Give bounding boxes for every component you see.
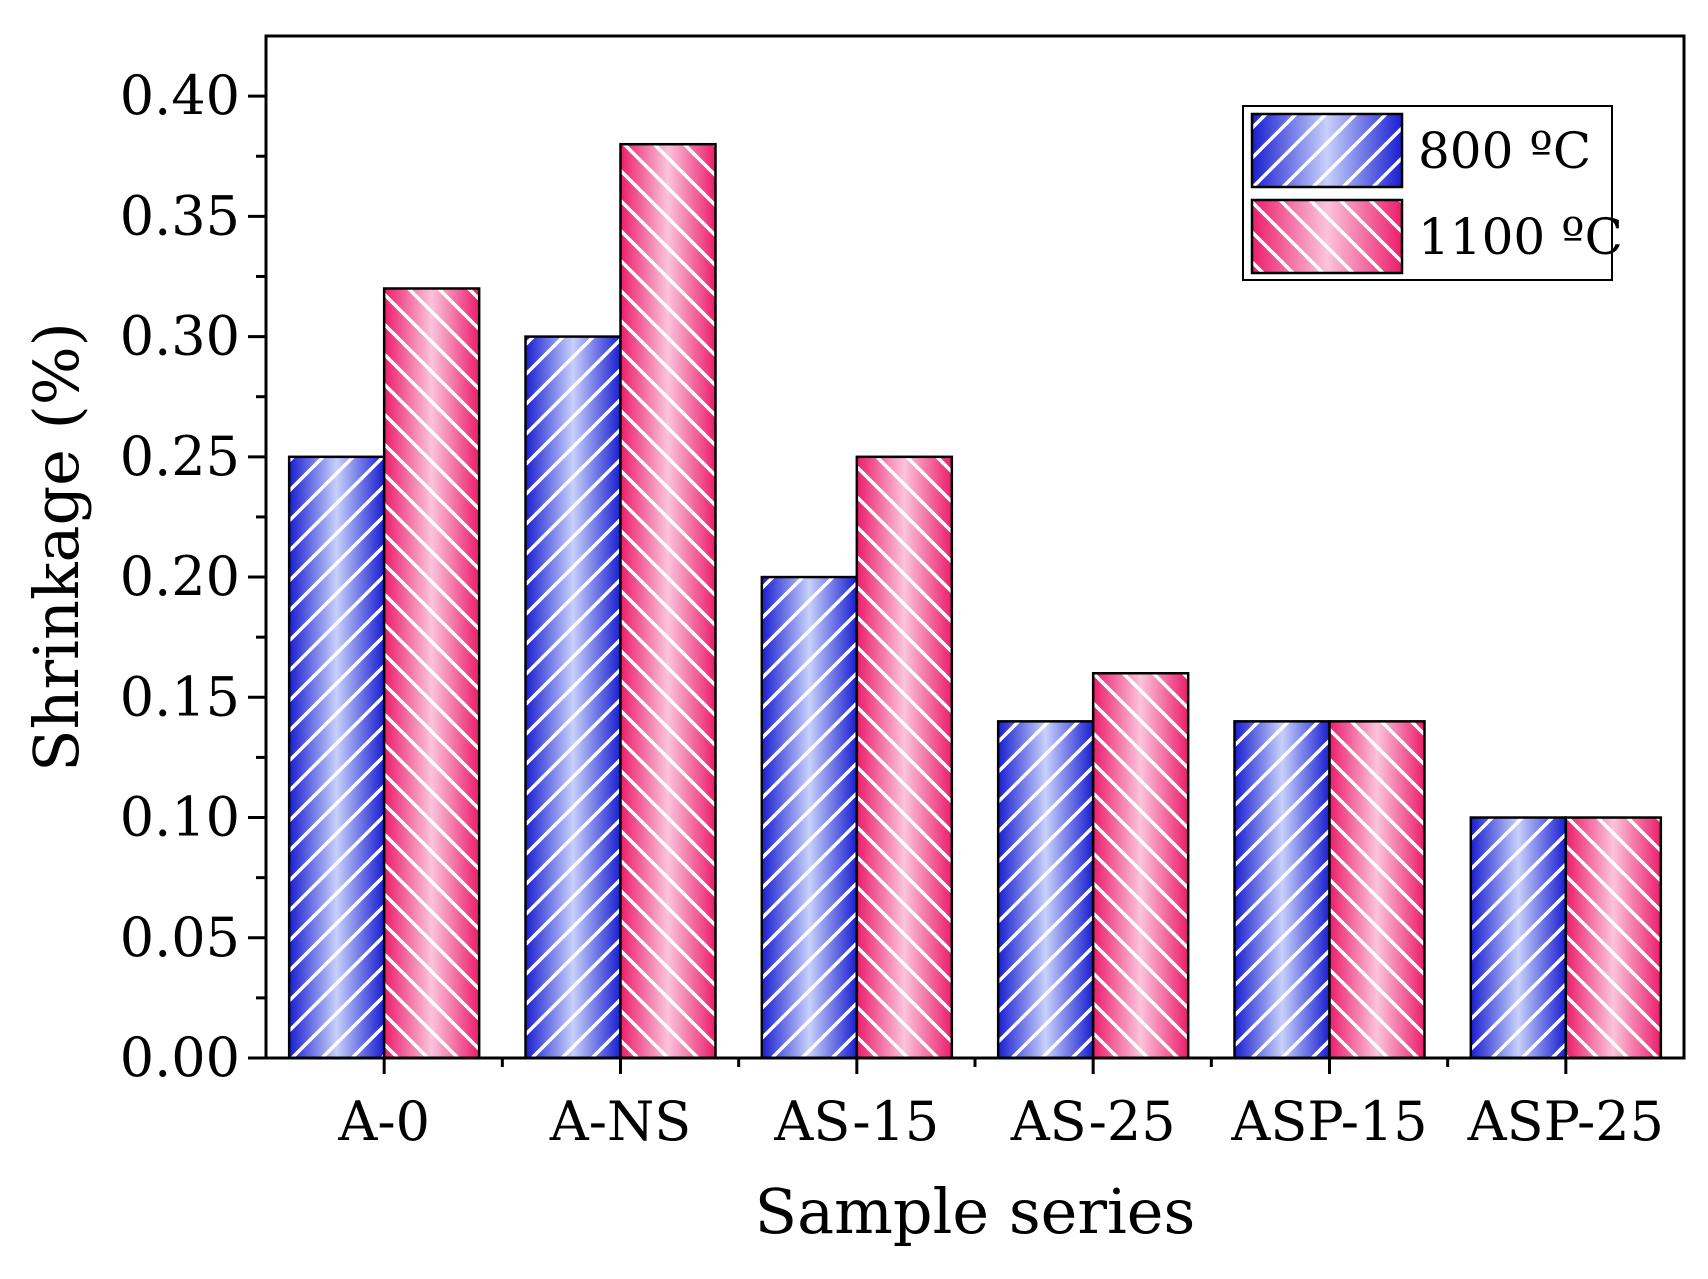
bar-1100c-asp-25 <box>1564 816 1663 1060</box>
bar-800c-a-ns <box>524 335 622 1060</box>
y-axis-title: Shrinkage (%) <box>20 322 93 772</box>
bar-800c-asp-25 <box>1469 816 1568 1060</box>
bar-800c-a-0 <box>287 455 386 1060</box>
legend-item-1100c: 1100 ºC <box>1250 198 1623 275</box>
x-axis-title: Sample series <box>755 1175 1196 1248</box>
y-tick-label: 0.00 <box>120 1026 240 1089</box>
bar-1100c-as-15 <box>855 455 954 1060</box>
x-tick-label-a-0: A-0 <box>337 1090 430 1153</box>
bar-1100c-a-0 <box>382 287 481 1060</box>
y-tick-label: 0.35 <box>120 184 240 247</box>
bar-800c-as-15 <box>760 575 859 1060</box>
x-axis-ticks: A-0 A-NS AS-15 AS-25 ASP-15 ASP-25 <box>337 1058 1664 1153</box>
y-tick-label: 0.40 <box>120 64 240 127</box>
y-tick-label: 0.05 <box>120 906 240 969</box>
legend-item-800c: 800 ºC <box>1250 112 1591 189</box>
bar-800c-asp-15 <box>1233 720 1331 1060</box>
legend-label: 1100 ºC <box>1418 208 1623 266</box>
y-tick-label: 0.15 <box>120 665 240 728</box>
legend: 800 ºC 1100 ºC <box>1242 105 1623 281</box>
x-tick-label-a-ns: A-NS <box>549 1090 692 1153</box>
x-tick-label-asp-15: ASP-15 <box>1230 1090 1427 1153</box>
plot-area: 0.00 0.05 0.10 0.15 0.20 0.25 0.30 0.35 0.40 A-0… <box>120 34 1686 1153</box>
x-tick-label-as-25: AS-25 <box>1010 1090 1176 1153</box>
y-axis-ticks: 0.00 0.05 0.10 0.15 0.20 0.25 0.30 0.35 0.40 <box>120 64 266 1089</box>
bar-1100c-a-ns <box>619 142 717 1060</box>
bar-800c-as-25 <box>996 720 1095 1060</box>
bars-layer <box>287 142 1663 1060</box>
legend-label: 800 ºC <box>1418 122 1591 180</box>
y-tick-label: 0.30 <box>120 305 240 368</box>
x-tick-label-as-15: AS-15 <box>773 1090 939 1153</box>
x-tick-label-asp-25: ASP-25 <box>1467 1090 1664 1153</box>
y-tick-label: 0.10 <box>120 786 240 849</box>
bar-1100c-as-25 <box>1091 671 1190 1060</box>
bar-1100c-asp-15 <box>1328 720 1426 1060</box>
y-tick-label: 0.20 <box>120 545 240 608</box>
y-tick-label: 0.25 <box>120 425 240 488</box>
